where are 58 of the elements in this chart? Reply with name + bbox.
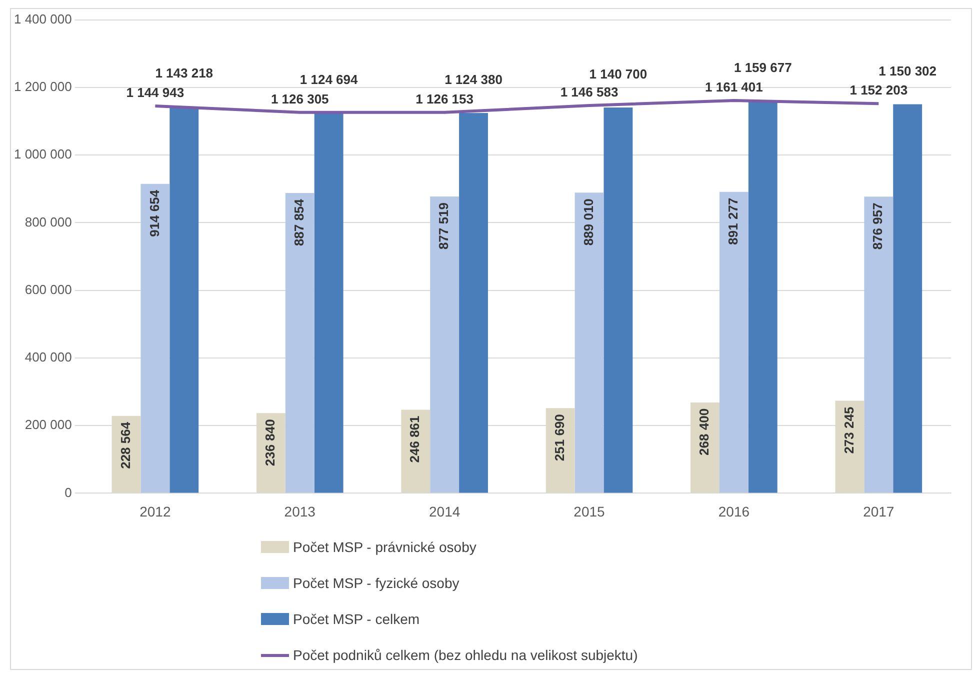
data-label: 1 161 401 [705,80,763,95]
data-label: 1 152 203 [850,82,908,98]
bar [835,400,864,493]
data-label: 228 564 [118,421,133,469]
data-label: 887 854 [291,198,306,246]
data-label: 1 150 302 [878,63,937,78]
bar [690,402,720,493]
data-label: 1 143 218 [155,66,214,81]
data-label: 1 124 380 [444,72,502,88]
y-tick-label: 1 200 000 [14,79,72,94]
x-tick-label: 2016 [718,503,750,520]
bar [604,107,633,493]
bar [719,192,748,493]
legend-label: Počet MSP - fyzické osoby [293,575,460,591]
bar [314,112,344,493]
x-tick-label: 2014 [428,503,460,520]
legend-label: Počet MSP - právnické osoby [293,539,476,555]
data-label: 891 277 [726,198,741,245]
x-tick-label: 2012 [140,503,171,520]
data-label: 246 861 [407,416,422,463]
data-label: 1 140 700 [589,66,648,82]
y-tick-label: 600 000 [24,282,72,297]
bar [140,184,170,493]
y-tick-label: 200 000 [24,417,72,432]
y-tick-label: 800 000 [24,214,72,230]
data-label: 1 159 677 [734,60,792,76]
legend-label: Počet MSP - celkem [293,611,420,627]
y-tick-label: 0 [64,484,72,500]
data-label: 1 146 583 [560,84,618,100]
data-label: 1 126 305 [270,91,329,106]
bar [459,113,488,493]
x-tick-label: 2013 [284,503,316,520]
data-label: 914 654 [146,189,162,237]
legend-label: Počet podniků celkem (bez ohledu na velikost subjektu) [293,647,638,663]
bar [170,106,199,493]
y-tick-label: 1 000 000 [14,146,72,162]
data-label: 889 010 [580,198,596,246]
bar [285,192,314,493]
data-label: 236 840 [262,419,278,466]
data-label: 273 245 [841,406,856,454]
x-tick-label: 2015 [574,503,606,520]
data-label: 876 957 [870,202,886,250]
data-label: 1 144 943 [126,85,184,100]
x-tick-label: 2017 [863,503,894,520]
bar [401,410,430,493]
bar [864,196,894,493]
data-label: 877 519 [436,202,452,250]
bar [893,104,922,493]
data-label: 268 400 [696,408,712,456]
data-label: 251 690 [552,414,567,462]
bar [430,196,460,493]
y-tick-label: 400 000 [24,350,72,365]
bar [546,408,575,493]
data-label: 1 126 153 [416,91,474,106]
y-tick-label: 1 400 000 [14,11,72,26]
data-label: 1 124 694 [300,72,358,87]
bar [574,192,604,493]
bar [748,101,778,493]
